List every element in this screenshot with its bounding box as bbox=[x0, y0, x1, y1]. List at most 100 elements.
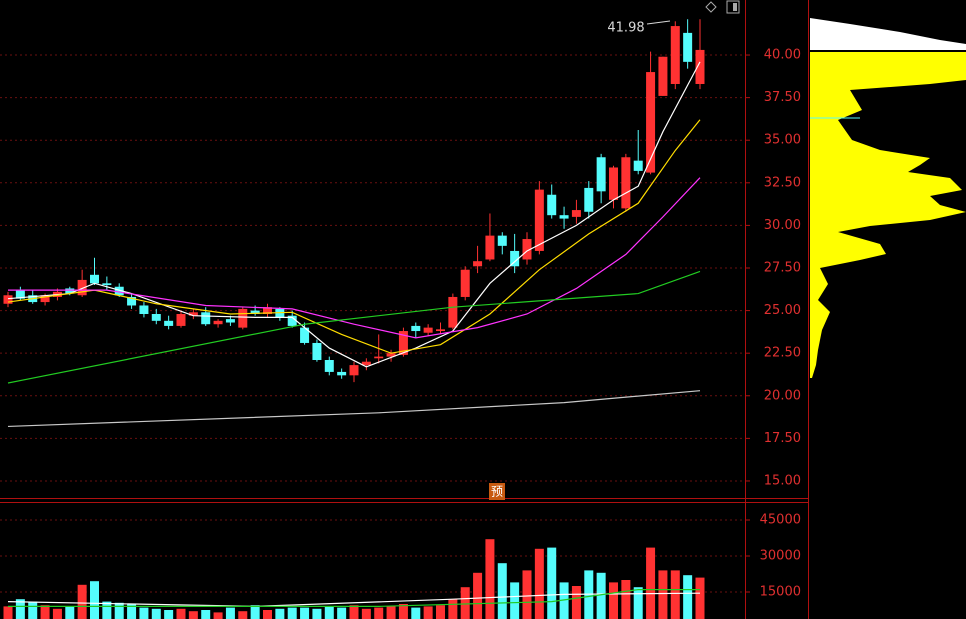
volume-bar bbox=[559, 582, 569, 619]
marker: 预 bbox=[491, 485, 503, 499]
candle-body bbox=[337, 371, 347, 376]
candle-body bbox=[349, 365, 359, 376]
y-tick-label: 22.50 bbox=[764, 346, 801, 361]
candle-body bbox=[176, 313, 186, 326]
candle-body bbox=[522, 239, 532, 260]
volume-bar bbox=[287, 607, 297, 619]
volume-bar bbox=[238, 611, 248, 619]
y-tick-label: 20.00 bbox=[764, 388, 801, 403]
volume-bar bbox=[547, 547, 557, 619]
candle-body bbox=[658, 56, 668, 96]
candle-body bbox=[683, 32, 693, 62]
candle-body bbox=[571, 210, 581, 217]
volume-bar bbox=[510, 582, 520, 619]
volume-bar bbox=[349, 605, 359, 619]
volume-bar bbox=[337, 607, 347, 619]
candle-body bbox=[497, 235, 507, 246]
candle-body bbox=[473, 261, 483, 267]
volume-tick-label: 30000 bbox=[760, 548, 801, 563]
volume-bar bbox=[28, 601, 38, 619]
candle-body bbox=[201, 312, 211, 325]
volume-bar bbox=[646, 547, 656, 619]
candle-body bbox=[386, 353, 396, 357]
volume-bar bbox=[250, 605, 260, 619]
marker-box bbox=[489, 483, 505, 500]
volume-bar bbox=[139, 607, 149, 619]
candle-body bbox=[250, 310, 260, 314]
candle-body bbox=[633, 160, 643, 171]
candle-body bbox=[164, 320, 174, 326]
candle-body bbox=[225, 319, 235, 323]
icon[interactable] bbox=[726, 0, 740, 14]
candle-body bbox=[374, 356, 384, 359]
volume-bar bbox=[473, 572, 483, 619]
volume-bar bbox=[571, 585, 581, 619]
volume-bar bbox=[460, 587, 470, 619]
candle-body bbox=[460, 269, 470, 297]
volume-bar bbox=[497, 563, 507, 619]
volume-bar bbox=[188, 611, 198, 619]
volume-bar bbox=[201, 609, 211, 619]
volume-bar bbox=[398, 603, 408, 619]
candle-body bbox=[102, 283, 112, 286]
candle-body bbox=[534, 189, 544, 251]
volume-bar bbox=[609, 582, 618, 619]
volume-bar bbox=[411, 607, 421, 619]
icon bbox=[733, 3, 737, 11]
candle-body bbox=[398, 331, 408, 355]
candle-body bbox=[609, 167, 618, 200]
ma-line bbox=[7, 61, 701, 368]
volume-bar bbox=[658, 570, 668, 619]
candle-body bbox=[646, 72, 656, 173]
volume-bar bbox=[621, 579, 631, 619]
y-tick-label: 30.00 bbox=[764, 218, 801, 233]
volume-bar bbox=[3, 606, 13, 619]
volume-bar bbox=[151, 608, 161, 619]
volume-bar bbox=[485, 539, 495, 619]
volume-bar bbox=[114, 602, 124, 619]
icon[interactable] bbox=[705, 1, 717, 13]
candle-body bbox=[263, 307, 272, 314]
volume-bar bbox=[225, 607, 235, 619]
candle-body bbox=[40, 295, 50, 303]
candle-body bbox=[139, 305, 149, 314]
volume-bar bbox=[176, 608, 186, 619]
volume-bar bbox=[448, 599, 458, 619]
volume-bar bbox=[213, 612, 223, 619]
candle-body bbox=[312, 342, 322, 360]
candle-body bbox=[361, 361, 371, 366]
candle-body bbox=[238, 308, 248, 328]
volume-bar bbox=[15, 599, 25, 619]
candle-body bbox=[188, 312, 198, 316]
volume-bar bbox=[164, 609, 174, 619]
ma-line bbox=[8, 177, 701, 339]
candle-body bbox=[151, 313, 161, 321]
candle-body bbox=[324, 359, 334, 372]
candle-body bbox=[423, 327, 433, 333]
volume-bar bbox=[374, 607, 384, 619]
volume-bar bbox=[127, 603, 137, 619]
candle-body bbox=[213, 320, 223, 325]
volume-bar bbox=[324, 606, 334, 619]
volume-bar bbox=[695, 577, 705, 619]
candle-body bbox=[90, 274, 99, 284]
annotation-arrow bbox=[646, 20, 671, 25]
volume-bar bbox=[436, 605, 445, 619]
candle-body bbox=[547, 194, 557, 216]
volume-bar bbox=[90, 581, 99, 619]
y-tick-label: 25.00 bbox=[764, 303, 801, 318]
candle-body bbox=[300, 327, 310, 343]
candle-body bbox=[411, 325, 421, 332]
y-tick-label: 35.00 bbox=[764, 133, 801, 148]
candle-body bbox=[448, 296, 458, 328]
candle-body bbox=[596, 157, 606, 192]
volume-bar bbox=[534, 548, 544, 619]
volume-bar bbox=[65, 606, 75, 619]
candle-body bbox=[559, 215, 569, 219]
volume-bar bbox=[522, 570, 532, 619]
y-tick-label: 15.00 bbox=[764, 473, 801, 488]
candle-body bbox=[584, 187, 594, 212]
candle-body bbox=[436, 329, 445, 332]
volume-bar bbox=[275, 608, 285, 619]
